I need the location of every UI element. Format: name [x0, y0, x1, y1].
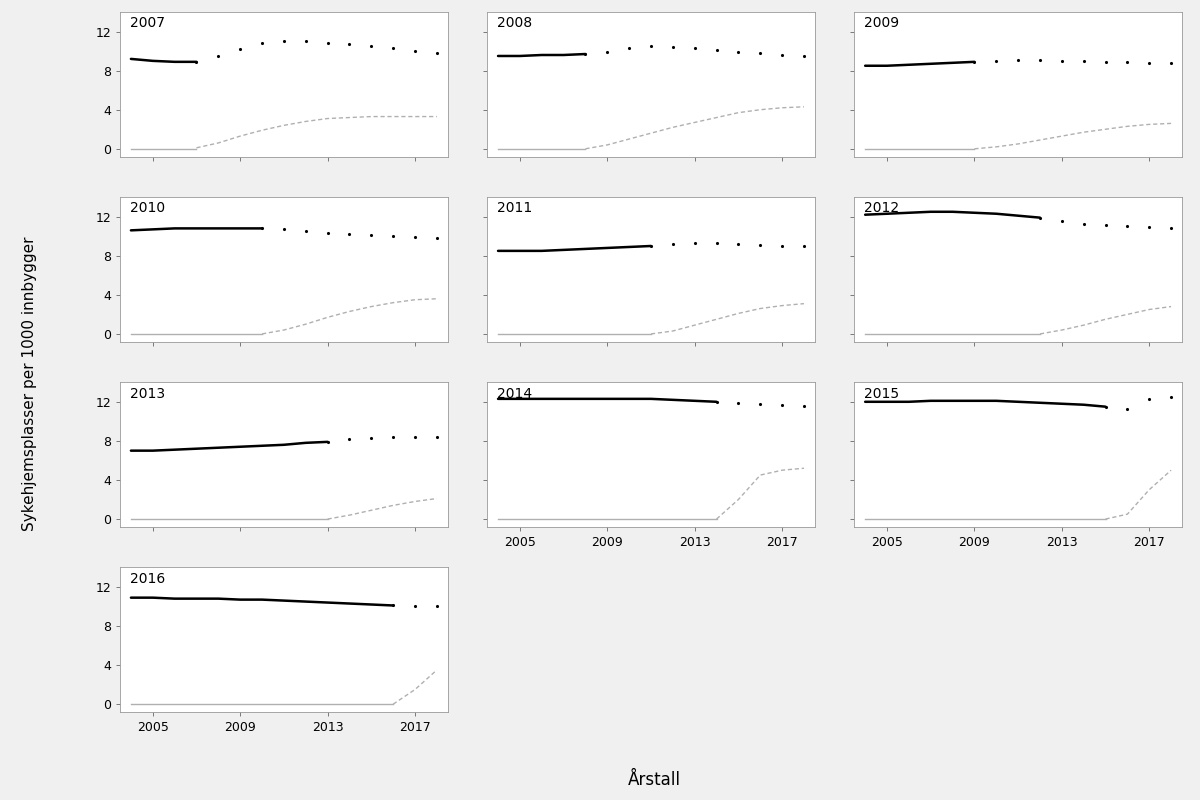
Text: Sykehjemsplasser per 1000 innbygger: Sykehjemsplasser per 1000 innbygger — [23, 237, 37, 531]
Text: Årstall: Årstall — [628, 771, 680, 789]
Text: 2012: 2012 — [864, 202, 899, 215]
Text: 2008: 2008 — [497, 16, 532, 30]
Text: 2013: 2013 — [130, 386, 164, 401]
Text: 2009: 2009 — [864, 16, 899, 30]
Text: 2010: 2010 — [130, 202, 164, 215]
Text: 2015: 2015 — [864, 386, 899, 401]
Text: 2007: 2007 — [130, 16, 164, 30]
Text: 2011: 2011 — [497, 202, 532, 215]
Text: 2016: 2016 — [130, 572, 166, 586]
Text: 2014: 2014 — [497, 386, 532, 401]
